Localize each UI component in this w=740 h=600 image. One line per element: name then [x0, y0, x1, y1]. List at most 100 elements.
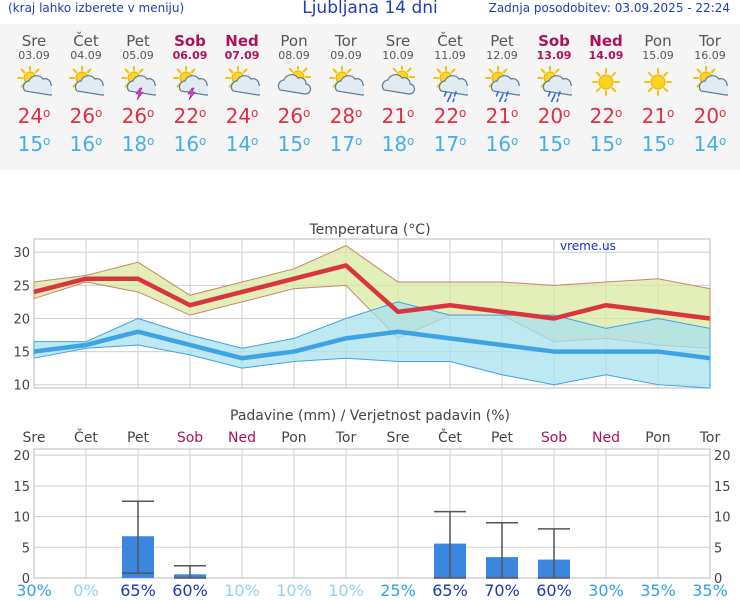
day-date: 05.09 [122, 49, 154, 62]
x-tick-label: Čet [438, 428, 462, 446]
min-temp-point [397, 331, 399, 333]
min-temp: 14o [225, 132, 259, 156]
sun-cloud-icon [693, 66, 728, 96]
day-column: Tor 09.09 28o 17o [320, 24, 372, 155]
day-date: 11.09 [434, 49, 466, 62]
day-date: 12.09 [486, 49, 518, 62]
max-temp-point [241, 291, 243, 293]
x-tick-label: Sre [387, 430, 410, 446]
probability-label: 30% [16, 581, 52, 600]
min-temp: 18o [121, 132, 155, 156]
min-temp: 17o [329, 132, 363, 156]
min-temp-point [501, 344, 503, 346]
min-range-band [33, 301, 711, 389]
max-temp: 21o [485, 104, 519, 128]
max-temp: 21o [381, 104, 415, 128]
day-column: Sre 10.09 21o 18o [372, 24, 424, 155]
cloud-sun-icon [381, 66, 416, 95]
min-temp-point [33, 351, 35, 353]
y-tick-label: 10 [13, 511, 30, 526]
max-temp: 24o [225, 104, 259, 128]
day-column: Tor 16.09 20o 14o [684, 24, 736, 155]
forecast-strip: Sre 03.09 24o 15o Čet 04.09 26o 16o Pet 05.09 26o 1… [0, 24, 740, 170]
min-temp: 15o [641, 132, 675, 156]
day-column: Pon 08.09 26o 15o [268, 24, 320, 155]
x-tick-label: Sre [23, 430, 46, 446]
x-tick-label: Sob [177, 430, 203, 446]
min-temp: 15o [17, 132, 51, 156]
min-temp-point [85, 344, 87, 346]
day-date: 07.09 [224, 49, 260, 62]
min-temp: 14o [693, 132, 727, 156]
x-tick-label: Pet [491, 430, 514, 446]
last-update: Zadnja posodobitev: 03.09.2025 - 22:24 [488, 1, 730, 15]
plot-frame [33, 448, 711, 579]
cloud-sun-icon [277, 66, 312, 95]
day-column: Sob 13.09 20o 15o [528, 24, 580, 155]
day-name: Sre [385, 32, 411, 50]
y-tick-label: 15 [13, 346, 30, 361]
y-tick-label: 25 [13, 279, 30, 294]
probability-label: 10% [276, 581, 312, 600]
min-temp: 17o [433, 132, 467, 156]
sun-cloud-rain-icon [485, 66, 520, 102]
chart-title: Temperatura (°C) [308, 222, 430, 238]
day-column: Sob 06.09 22o 16o [164, 24, 216, 155]
sun-cloud-thunder-icon [173, 66, 208, 101]
sun-icon [592, 68, 620, 96]
min-temp-point [605, 351, 607, 353]
day-date: 04.09 [70, 49, 102, 62]
y-tick-label: 15 [13, 480, 30, 495]
sun-cloud-rain-icon [537, 66, 572, 102]
probability-label: 65% [120, 581, 156, 600]
x-tick-label: Sob [541, 430, 567, 446]
day-name: Ned [225, 32, 259, 50]
y-tick-label-right: 5 [714, 541, 722, 556]
max-temp-point [657, 311, 659, 313]
sun-cloud-icon [225, 66, 260, 96]
max-temp: 26o [69, 104, 103, 128]
max-temp: 26o [121, 104, 155, 128]
y-tick-label-right: 20 [714, 449, 731, 464]
day-name: Pon [644, 32, 672, 50]
max-temp: 20o [537, 104, 571, 128]
min-temp: 15o [589, 132, 623, 156]
day-name: Tor [699, 32, 721, 50]
day-name: Pet [126, 32, 150, 50]
max-temp: 26o [277, 104, 311, 128]
max-temp-point [553, 317, 555, 319]
x-tick-label: Ned [592, 430, 620, 446]
min-temp-point [449, 337, 451, 339]
x-tick-label: Pon [645, 430, 670, 446]
day-column: Ned 07.09 24o 14o [216, 24, 268, 155]
min-temp-point [241, 357, 243, 359]
day-column: Pet 05.09 26o 18o [112, 24, 164, 155]
day-column: Pon 15.09 21o 15o [632, 24, 684, 156]
x-tick-label: Ned [228, 430, 256, 446]
day-column: Sre 03.09 24o 15o [8, 24, 60, 155]
day-name: Sob [538, 32, 570, 50]
day-column: Ned 14.09 22o 15o [580, 24, 632, 156]
max-temp: 22o [433, 104, 467, 128]
x-tick-label: Pon [281, 430, 306, 446]
sun-cloud-icon [329, 66, 364, 96]
sun-cloud-rain-icon [433, 66, 468, 102]
day-date: 09.09 [330, 49, 362, 62]
min-temp: 16o [173, 132, 207, 156]
probability-label: 60% [536, 581, 572, 600]
day-name: Tor [335, 32, 357, 50]
x-tick-label: Tor [335, 430, 357, 446]
max-temp: 21o [641, 104, 675, 128]
y-tick-label: 0 [22, 572, 30, 587]
day-date: 08.09 [278, 49, 310, 62]
day-date: 03.09 [18, 49, 50, 62]
min-temp-point [189, 344, 191, 346]
min-temp-point [709, 357, 711, 359]
max-temp-point [293, 278, 295, 280]
y-tick-label-right: 0 [714, 572, 722, 587]
probability-label: 60% [172, 581, 208, 600]
y-tick-label: 5 [22, 541, 30, 556]
location-hint[interactable]: (kraj lahko izberete v meniju) [8, 1, 185, 15]
probability-label: 30% [588, 581, 624, 600]
day-name: Pet [490, 32, 514, 50]
